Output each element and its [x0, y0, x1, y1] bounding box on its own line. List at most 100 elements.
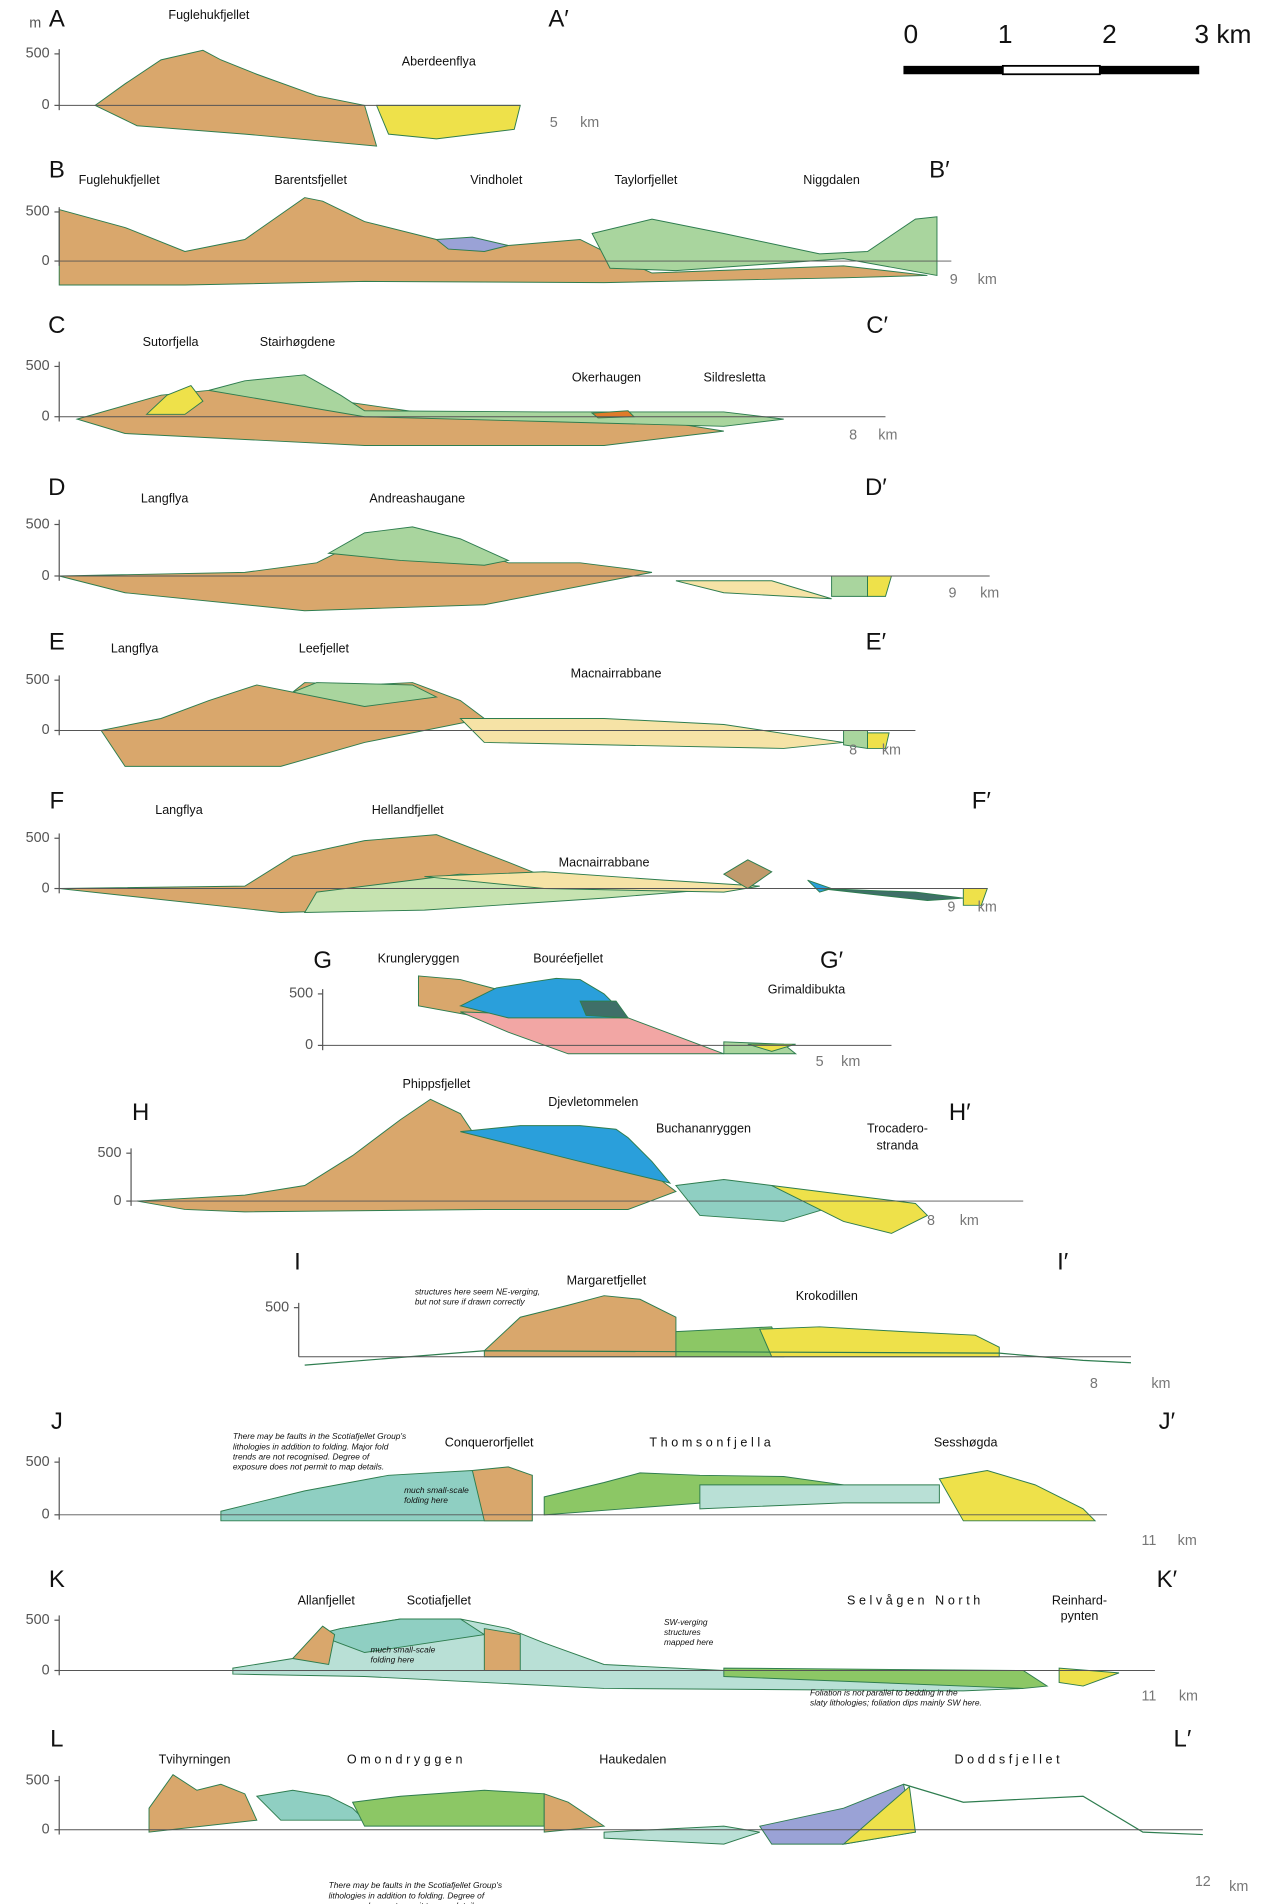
rock-unit — [293, 1626, 335, 1664]
place-name: Vindholet — [470, 173, 523, 187]
place-name: Grimaldibukta — [768, 983, 846, 997]
section-start: L — [50, 1725, 63, 1752]
scale-segment — [1100, 66, 1199, 74]
rock-unit — [59, 198, 927, 285]
annotation: folding here — [371, 1655, 415, 1665]
distance-unit: km — [960, 1213, 979, 1229]
annotation: There may be faults in the Scotiafjellet… — [329, 1880, 503, 1890]
annotation: structures here seem NE-verging, — [415, 1286, 540, 1296]
place-name: Krungleryggen — [378, 952, 460, 966]
distance-unit: km — [1178, 1533, 1197, 1549]
place-name: Aberdeenflya — [402, 55, 476, 69]
tick-label: 500 — [98, 1145, 122, 1161]
distance-label: 11 — [1141, 1689, 1156, 1705]
rock-unit — [592, 217, 937, 276]
tick-label: 500 — [26, 1772, 50, 1788]
place-name: Langflya — [155, 803, 203, 817]
tick-label: 0 — [305, 1037, 313, 1053]
place-name: Sildresletta — [704, 371, 766, 385]
section-end: E′ — [866, 628, 887, 655]
distance-label: 8 — [1090, 1376, 1098, 1392]
distance-label: 8 — [849, 428, 857, 444]
place-name: stranda — [877, 1138, 919, 1152]
annotation: exposure does not permit to map details. — [329, 1901, 480, 1904]
tick-label: 500 — [26, 204, 50, 220]
place-name: Krokodillen — [796, 1289, 858, 1303]
rock-unit — [353, 1790, 545, 1826]
place-name: Selvågen North — [847, 1593, 984, 1607]
tick-label: 500 — [26, 830, 50, 846]
distance-unit: km — [1229, 1879, 1248, 1895]
scale-segment — [903, 66, 1002, 74]
scale-label: 3 km — [1194, 19, 1251, 49]
rock-unit — [580, 1001, 628, 1018]
place-name: Fuglehukfjellet — [168, 8, 250, 22]
distance-unit: km — [841, 1054, 860, 1070]
tick-label: 500 — [26, 1454, 50, 1470]
place-name: Macnairrabbane — [571, 667, 662, 681]
place-name: Buchananryggen — [656, 1122, 751, 1136]
place-name: Andreashaugane — [369, 492, 465, 506]
section-end: A′ — [548, 6, 569, 33]
section-start: G — [313, 947, 332, 974]
section: 5000KK′AllanfjelletScotiafjelletSelvågen… — [26, 1566, 1198, 1708]
section-start: I — [294, 1249, 301, 1276]
place-name: Conquerorfjellet — [445, 1435, 534, 1449]
scale-bar — [903, 66, 1199, 74]
distance-unit: km — [978, 899, 997, 915]
rock-unit — [832, 576, 868, 596]
tick-label: 0 — [42, 568, 50, 584]
place-name: Haukedalen — [599, 1753, 666, 1767]
section-end: J′ — [1159, 1408, 1176, 1435]
place-name: Reinhard- — [1052, 1593, 1107, 1607]
annotation: exposure does not permit to map details. — [233, 1462, 384, 1472]
distance-label: 9 — [949, 586, 957, 602]
annotation: SW-verging — [664, 1617, 708, 1627]
scale-label: 1 — [998, 19, 1013, 49]
scale-label: 0 — [903, 19, 918, 49]
place-name: Trocadero- — [867, 1122, 928, 1136]
tick-label: 500 — [26, 1612, 50, 1628]
y-unit: m — [29, 16, 41, 32]
place-name: Stairhøgdene — [260, 335, 335, 349]
tick-label: 500 — [265, 1299, 289, 1315]
place-name: Langflya — [111, 641, 159, 655]
place-name: Macnairrabbane — [559, 856, 650, 870]
rock-unit — [257, 1790, 365, 1820]
place-name: Margaretfjellet — [567, 1274, 647, 1288]
tick-label: 500 — [26, 46, 50, 62]
place-name: Tvihyrningen — [159, 1753, 231, 1767]
tick-label: 500 — [26, 516, 50, 532]
tick-label: 500 — [26, 358, 50, 374]
tick-label: 0 — [42, 409, 50, 425]
section-end: L′ — [1174, 1725, 1192, 1752]
place-name: Barentsfjellet — [274, 173, 347, 187]
place-name: Niggdalen — [803, 173, 860, 187]
tick-label: 0 — [42, 880, 50, 896]
place-name: Fuglehukfjellet — [79, 173, 161, 187]
annotation: mapped here — [664, 1637, 714, 1647]
annotation: much small-scale — [404, 1485, 469, 1495]
section-end: G′ — [820, 947, 844, 974]
section-end: K′ — [1157, 1566, 1178, 1593]
section-start: A — [49, 6, 65, 33]
tick-label: 0 — [42, 1662, 50, 1678]
rock-unit — [604, 1826, 760, 1844]
section: 5000LL′TvihyrningenOmondryggenHaukedalen… — [26, 1725, 1249, 1904]
tick-label: 0 — [113, 1193, 121, 1209]
section-start: H — [132, 1099, 149, 1126]
distance-unit: km — [980, 586, 999, 602]
distance-label: 11 — [1141, 1533, 1156, 1549]
annotation: Foliation is not parallel to bedding in … — [810, 1687, 958, 1697]
place-name: Djevletommelen — [548, 1095, 638, 1109]
section-end: B′ — [929, 157, 950, 184]
rock-unit — [820, 889, 964, 901]
rock-unit — [95, 50, 376, 146]
place-name: Scotiafjellet — [407, 1593, 472, 1607]
distance-unit: km — [580, 115, 599, 131]
annotation: slaty lithologies; foliation dips mainly… — [810, 1698, 982, 1708]
scale-segment — [1003, 66, 1100, 74]
